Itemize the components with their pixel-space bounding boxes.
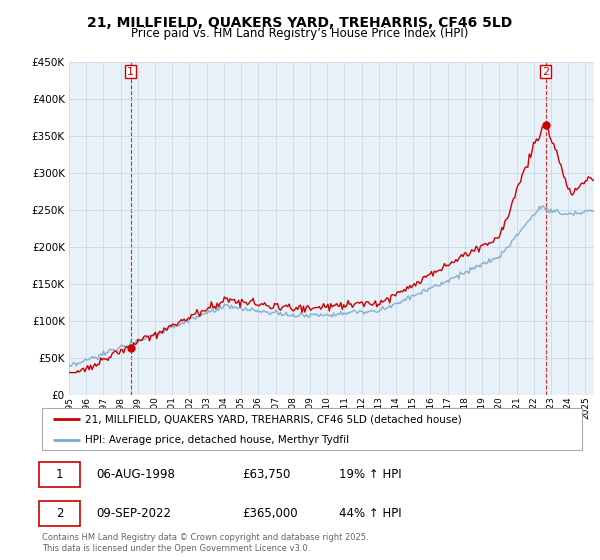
Text: 1: 1 (56, 468, 64, 481)
Text: £365,000: £365,000 (242, 507, 298, 520)
Text: 1: 1 (127, 67, 134, 77)
Text: Price paid vs. HM Land Registry’s House Price Index (HPI): Price paid vs. HM Land Registry’s House … (131, 27, 469, 40)
Text: Contains HM Land Registry data © Crown copyright and database right 2025.
This d: Contains HM Land Registry data © Crown c… (42, 533, 368, 553)
FancyBboxPatch shape (42, 408, 582, 450)
FancyBboxPatch shape (40, 501, 80, 525)
Text: 21, MILLFIELD, QUAKERS YARD, TREHARRIS, CF46 5LD (detached house): 21, MILLFIELD, QUAKERS YARD, TREHARRIS, … (85, 414, 462, 424)
Text: 21, MILLFIELD, QUAKERS YARD, TREHARRIS, CF46 5LD: 21, MILLFIELD, QUAKERS YARD, TREHARRIS, … (88, 16, 512, 30)
FancyBboxPatch shape (40, 462, 80, 487)
Text: £63,750: £63,750 (242, 468, 290, 481)
Text: 2: 2 (56, 507, 64, 520)
Text: 19% ↑ HPI: 19% ↑ HPI (339, 468, 401, 481)
Text: 44% ↑ HPI: 44% ↑ HPI (339, 507, 401, 520)
Text: 09-SEP-2022: 09-SEP-2022 (96, 507, 171, 520)
Text: 06-AUG-1998: 06-AUG-1998 (96, 468, 175, 481)
Text: 2: 2 (542, 67, 549, 77)
Text: HPI: Average price, detached house, Merthyr Tydfil: HPI: Average price, detached house, Mert… (85, 435, 349, 445)
